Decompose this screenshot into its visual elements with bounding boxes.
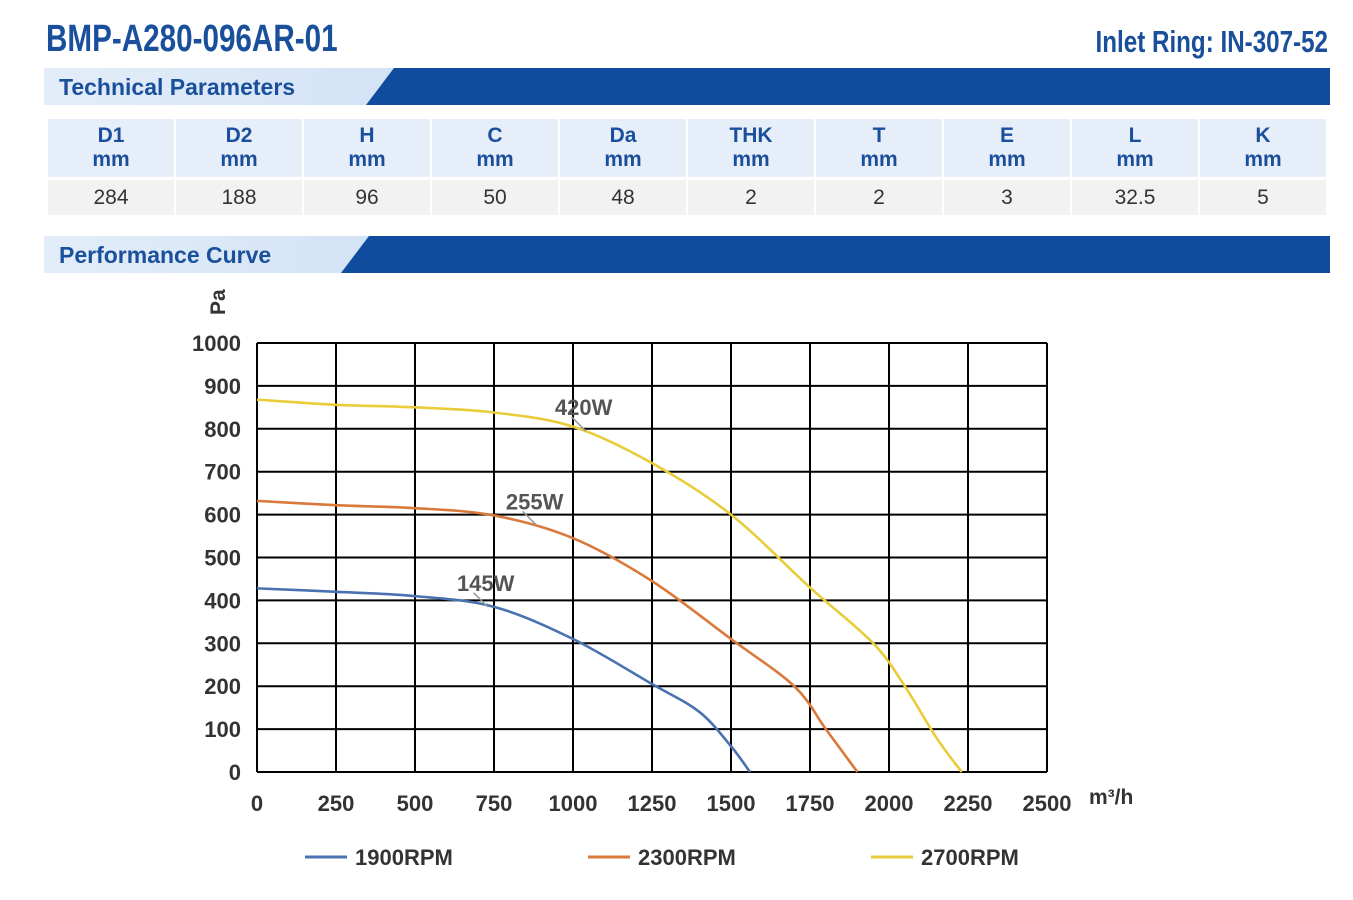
y-axis-label: Pa	[207, 289, 230, 315]
param-header: Da mm	[560, 119, 686, 177]
param-value: 5	[1200, 177, 1326, 215]
model-title: BMP-A280-096AR-01	[46, 18, 338, 60]
y-tick-label: 100	[204, 717, 241, 742]
parameters-value-row: 284 188 96 50 48 2 2 3 32.5 5	[48, 177, 1326, 215]
series-line-1900RPM	[256, 587, 752, 773]
y-tick-label: 200	[204, 674, 241, 699]
y-tick-label: 600	[204, 503, 241, 528]
section-title-technical: Technical Parameters	[59, 74, 296, 100]
section-header-accent	[44, 68, 394, 105]
series-line-2700RPM	[256, 398, 963, 773]
annotation-leader	[522, 510, 538, 526]
param-header: D1 mm	[48, 119, 174, 177]
x-tick-label: 0	[251, 791, 263, 816]
param-header: THK mm	[688, 119, 814, 177]
param-value: 3	[944, 177, 1070, 215]
section-header-performance: Performance Curve	[44, 236, 1330, 273]
param-value: 2	[688, 177, 814, 215]
x-tick-label: 1500	[707, 791, 756, 816]
x-tick-label: 500	[397, 791, 434, 816]
x-tick-label: 2000	[865, 791, 914, 816]
param-value: 48	[560, 177, 686, 215]
annotation-leader	[473, 592, 489, 608]
x-tick-label: 1250	[628, 791, 677, 816]
param-value: 96	[304, 177, 430, 215]
y-tick-label: 400	[204, 588, 241, 613]
y-tick-label: 900	[204, 374, 241, 399]
x-tick-label: 1000	[549, 791, 598, 816]
x-tick-label: 1750	[786, 791, 835, 816]
legend-label: 1900RPM	[355, 845, 453, 870]
y-tick-label: 500	[204, 546, 241, 571]
annotation-leader	[571, 416, 587, 432]
param-value: 2	[816, 177, 942, 215]
param-value: 284	[48, 177, 174, 215]
section-header-accent	[44, 236, 369, 273]
y-tick-label: 700	[204, 460, 241, 485]
x-tick-label: 750	[476, 791, 513, 816]
x-tick-label: 2250	[944, 791, 993, 816]
section-title-performance: Performance Curve	[59, 242, 272, 268]
section-header-technical: Technical Parameters	[44, 68, 1330, 105]
legend-label: 2300RPM	[638, 845, 736, 870]
inlet-ring-label: Inlet Ring: IN-307-52	[1095, 24, 1328, 59]
x-tick-label: 2500	[1023, 791, 1072, 816]
x-axis-label: m³/h	[1089, 786, 1133, 809]
annotation-label: 420W	[555, 395, 613, 420]
legend-label: 2700RPM	[921, 845, 1019, 870]
param-value: 32.5	[1072, 177, 1198, 215]
param-header: D2 mm	[176, 119, 302, 177]
x-tick-label: 250	[318, 791, 355, 816]
param-value: 50	[432, 177, 558, 215]
y-tick-label: 0	[229, 760, 241, 785]
y-tick-label: 300	[204, 631, 241, 656]
performance-chart: 0 250 500 750 1000 1250 1500 1750 2000 2250 2500 0 1…	[192, 289, 1133, 870]
y-tick-label: 800	[204, 417, 241, 442]
annotation-label: 145W	[457, 571, 515, 596]
annotation-label: 255W	[506, 489, 564, 514]
y-tick-label: 1000	[192, 331, 241, 356]
param-value: 188	[176, 177, 302, 215]
series-line-2300RPM	[256, 499, 859, 773]
